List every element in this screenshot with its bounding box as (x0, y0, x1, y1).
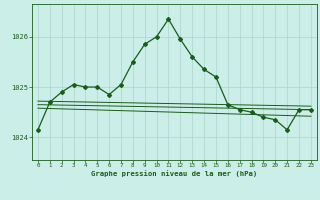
X-axis label: Graphe pression niveau de la mer (hPa): Graphe pression niveau de la mer (hPa) (91, 170, 258, 177)
